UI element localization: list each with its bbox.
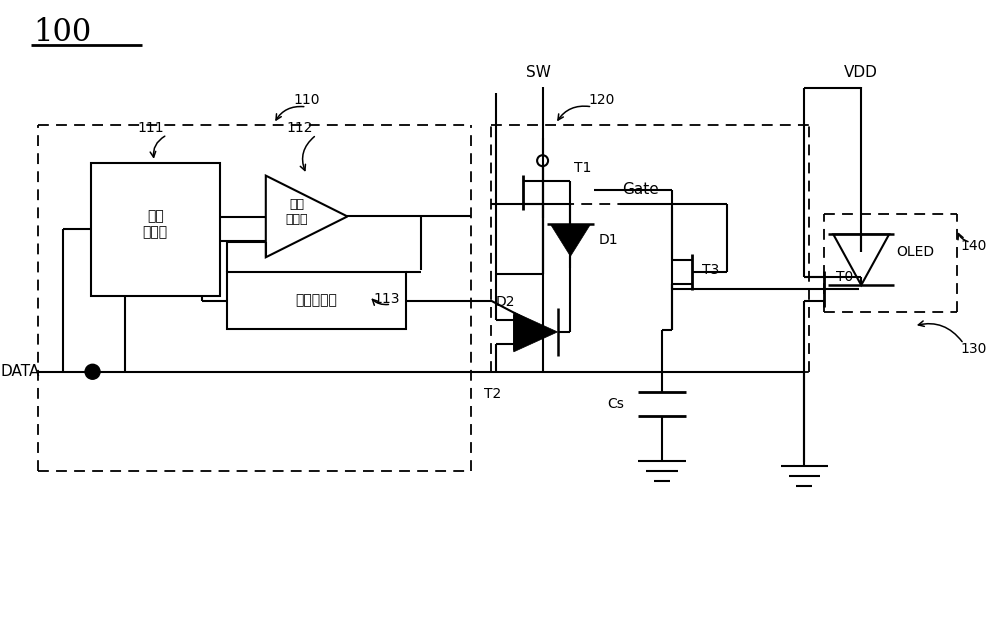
Text: 120: 120	[588, 93, 615, 107]
Text: 113: 113	[373, 292, 400, 306]
Text: T3: T3	[702, 263, 719, 277]
Text: 110: 110	[294, 93, 320, 107]
Text: 数据
缓存器: 数据 缓存器	[143, 209, 168, 240]
Text: Cs: Cs	[607, 397, 624, 411]
Text: T0: T0	[836, 270, 854, 284]
Text: D1: D1	[598, 233, 618, 247]
Text: SW: SW	[526, 65, 551, 80]
Text: DATA: DATA	[1, 365, 40, 379]
FancyBboxPatch shape	[91, 163, 220, 296]
Text: 100: 100	[33, 17, 91, 48]
Text: 130: 130	[961, 342, 987, 356]
Text: VDD: VDD	[844, 65, 878, 80]
Text: Gate: Gate	[622, 181, 659, 197]
Text: 第一
比较器: 第一 比较器	[285, 198, 308, 226]
Text: 电压生成器: 电压生成器	[296, 294, 338, 307]
Text: 112: 112	[287, 121, 313, 135]
Text: 140: 140	[961, 239, 987, 254]
Polygon shape	[514, 312, 558, 352]
FancyBboxPatch shape	[227, 272, 406, 329]
Circle shape	[85, 365, 100, 379]
Text: T1: T1	[574, 160, 592, 174]
Text: OLED: OLED	[896, 245, 934, 259]
Text: 111: 111	[137, 121, 164, 135]
Text: T2: T2	[484, 387, 501, 401]
Text: D2: D2	[496, 295, 515, 309]
Polygon shape	[551, 224, 590, 256]
